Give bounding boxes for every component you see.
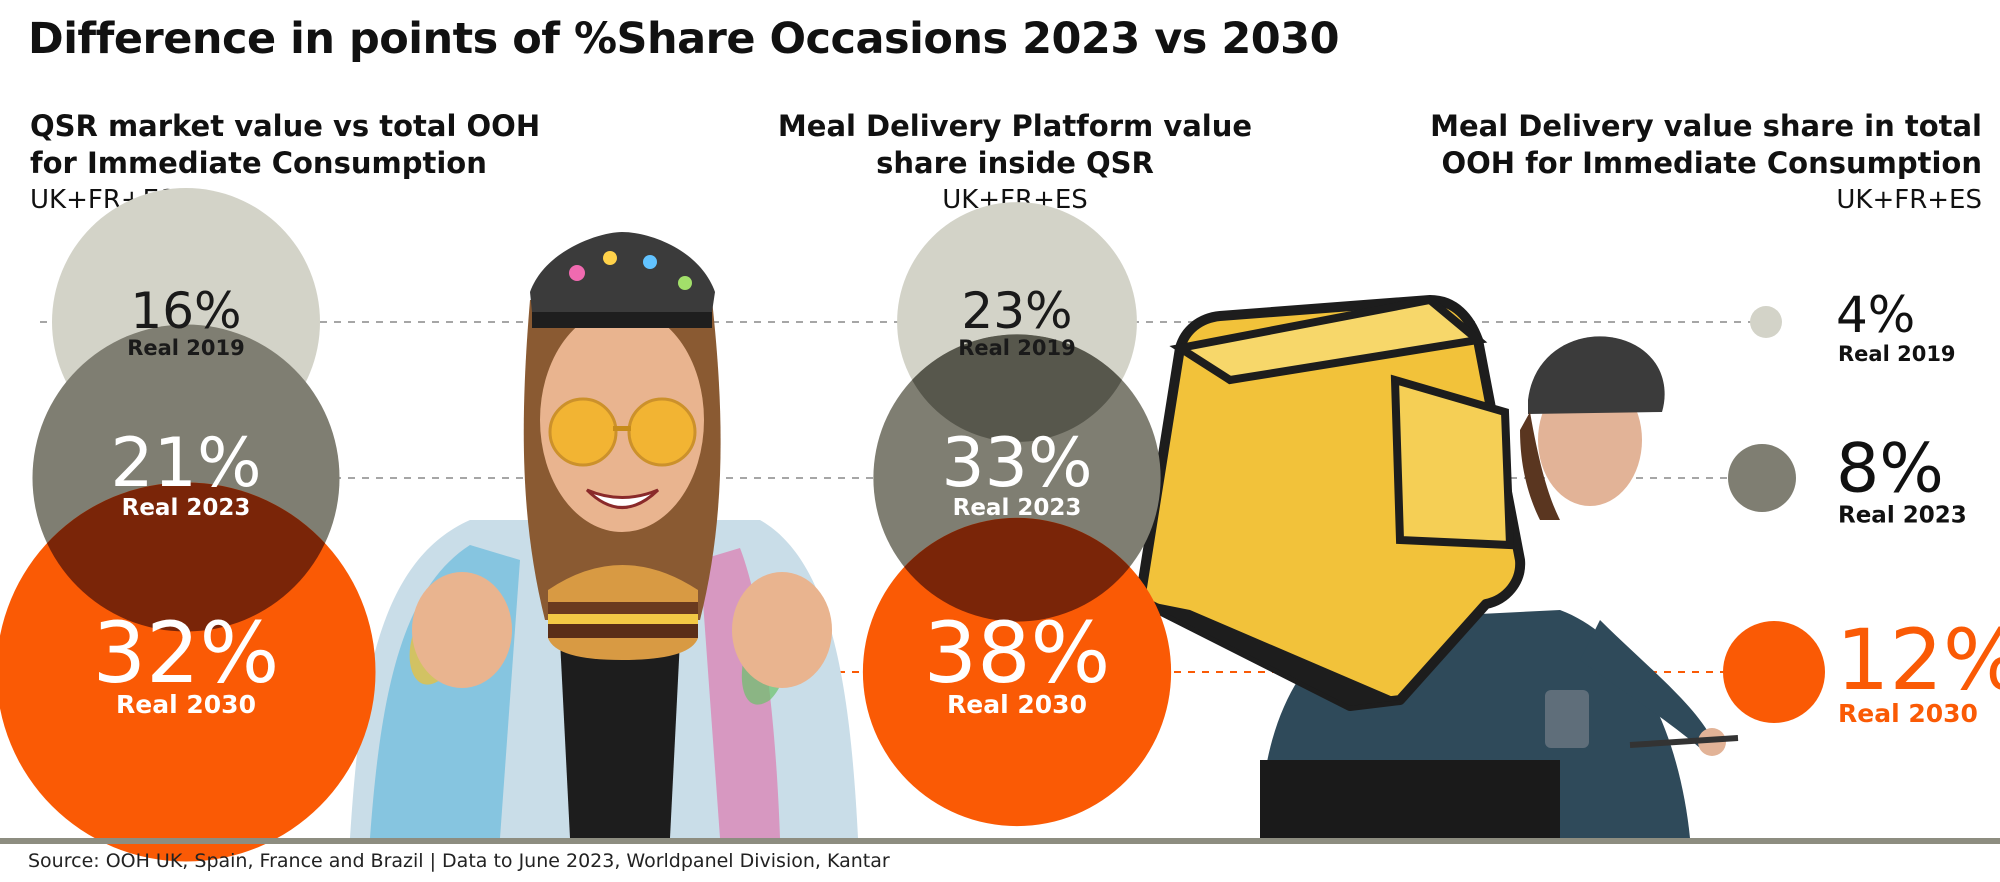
panel-subtitle: UK+FR+ES <box>1836 185 1982 215</box>
bubble-overlap-1 <box>32 482 340 632</box>
value-label-3-1: 4% <box>1836 286 1915 344</box>
panel-title-line: Meal Delivery value share in total <box>1430 109 1982 143</box>
page-title: Difference in points of %Share Occasions… <box>28 14 1340 64</box>
series-label-2-3: Real 2030 <box>947 690 1087 719</box>
source-note: Source: OOH UK, Spain, France and Brazil… <box>28 850 890 872</box>
panel-title-line: Meal Delivery Platform value <box>777 109 1253 143</box>
panel-title-line: QSR market value vs total OOH <box>30 109 541 143</box>
series-label-2-1: Real 2019 <box>958 336 1076 360</box>
value-label-1-2: 21% <box>110 424 261 503</box>
series-label-3-3: Real 2030 <box>1838 699 1978 728</box>
series-label-1-3: Real 2030 <box>116 690 256 719</box>
panel-title-qsr-market: QSR market value vs total OOH for Immedi… <box>30 108 590 219</box>
series-label-2-2: Real 2023 <box>953 495 1082 521</box>
value-label-1-3: 32% <box>93 604 280 702</box>
value-label-2-3: 38% <box>924 604 1111 702</box>
panel-title-delivery-platform: Meal Delivery Platform value share insid… <box>715 108 1315 219</box>
series-label-3-1: Real 2019 <box>1838 342 1956 366</box>
bubble-3-real-2019 <box>1750 306 1782 338</box>
value-label-2-1: 23% <box>961 282 1072 340</box>
series-label-1-1: Real 2019 <box>127 336 245 360</box>
bubble-3-real-2023 <box>1728 444 1796 512</box>
panel-title-line: share inside QSR <box>876 146 1154 180</box>
value-label-3-2: 8% <box>1836 430 1944 509</box>
delivery-courier-illustration <box>1135 295 1739 838</box>
value-label-2-2: 33% <box>941 424 1092 503</box>
bubble-overlap-2 <box>873 517 1161 622</box>
series-label-3-2: Real 2023 <box>1838 503 1967 529</box>
bubbles <box>0 188 1825 862</box>
panel-title-line: OOH for Immediate Consumption <box>1441 146 1982 180</box>
value-label-3-3: 12% <box>1836 611 2000 709</box>
panel-title-line: for Immediate Consumption <box>30 146 487 180</box>
ground-divider <box>0 838 2000 844</box>
bubble-overlap-2019-2023 <box>897 334 1137 442</box>
value-label-1-1: 16% <box>130 282 241 340</box>
panel-title-delivery-share: Meal Delivery value share in total OOH f… <box>1410 108 1982 219</box>
bubble-3-real-2030 <box>1723 621 1825 723</box>
series-label-1-2: Real 2023 <box>122 495 251 521</box>
woman-eating-burger-illustration <box>350 232 858 838</box>
